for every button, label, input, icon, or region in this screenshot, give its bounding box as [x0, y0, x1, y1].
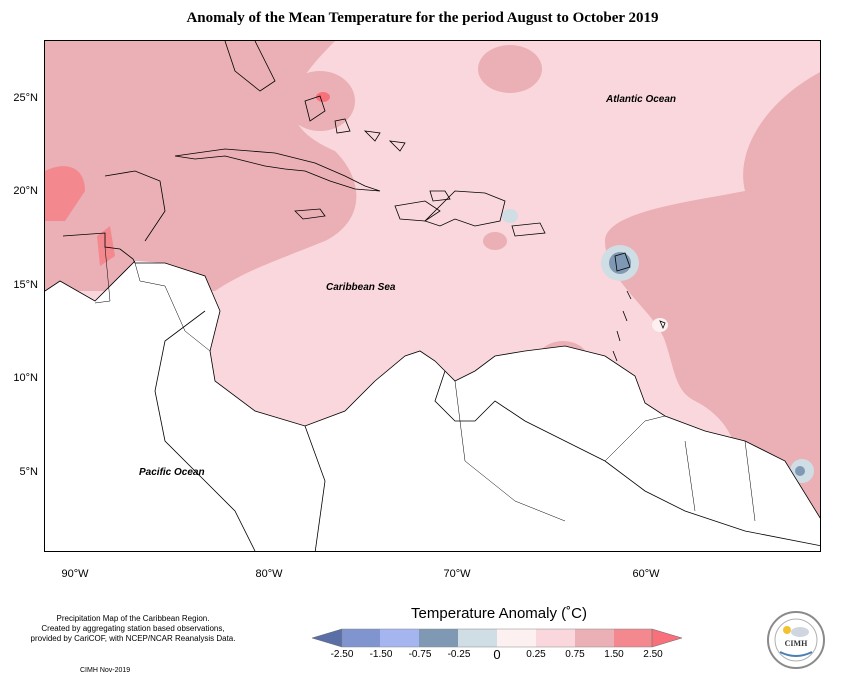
legend-swatch-2 [342, 629, 380, 647]
lon-label-60w: 60°W [632, 568, 660, 580]
anomaly-map [45, 41, 820, 551]
legend-title: Temperature Anomaly (˚C) [411, 605, 587, 622]
legend-swatch-4 [419, 629, 458, 647]
ocean-label-caribbean: Caribbean Sea [326, 282, 396, 293]
anomaly-coolspot-guiana [795, 466, 805, 476]
legend-swatch-1 [312, 628, 343, 648]
legend-swatch-7 [536, 629, 575, 647]
land-and-pacific [45, 261, 820, 551]
anomaly-coolspot-guadeloupe [609, 252, 631, 274]
logo-text: CIMH [785, 639, 808, 648]
credits-line-2: Created by aggregating station based obs… [41, 624, 225, 633]
credits-line-3: provided by CariCOF, with NCEP/NCAR Rean… [30, 634, 236, 643]
lat-label-25n: 25°N [13, 92, 38, 104]
legend-label: -2.50 [330, 649, 354, 660]
anomaly-zone-east [605, 72, 820, 531]
logo-sun-icon [783, 626, 791, 634]
map-title: Anomaly of the Mean Temperature for the … [186, 10, 659, 26]
legend-swatch-9 [614, 629, 652, 647]
lat-label-20n: 20°N [13, 185, 38, 197]
logo-wave-icon [779, 651, 813, 657]
credits-date: CIMH Nov-2019 [80, 667, 131, 674]
anomaly-hotspot-yucatan [45, 166, 85, 221]
anomaly-zone-northwest [45, 41, 357, 291]
anomaly-coolspot-pr [502, 209, 518, 223]
credits-line-1: Precipitation Map of the Caribbean Regio… [56, 614, 210, 623]
ocean-label-atlantic: Atlantic Ocean [606, 94, 677, 105]
legend-swatch-5 [458, 629, 497, 647]
anomaly-hotspot-bahamas [316, 92, 330, 102]
legend-label: -0.25 [447, 649, 471, 660]
anomaly-patch-pr [483, 232, 507, 250]
lon-label-80w: 80°W [255, 568, 283, 580]
lat-label-5n: 5°N [19, 466, 38, 478]
legend-label: 0 [493, 647, 501, 662]
logo-icon: CIMH [767, 611, 825, 669]
legend-swatch-8 [575, 629, 614, 647]
anomaly-patch-north [478, 45, 542, 93]
legend-label: 0.25 [526, 649, 546, 660]
legend-label: 2.50 [643, 649, 663, 660]
credits-block: Precipitation Map of the Caribbean Regio… [8, 614, 258, 644]
legend-colorbar [312, 628, 682, 648]
lon-label-70w: 70°W [443, 568, 471, 580]
legend-swatch-6 [497, 629, 536, 647]
anomaly-hotspot-belize [97, 226, 115, 266]
lat-label-10n: 10°N [13, 372, 38, 384]
legend-label: 1.50 [604, 649, 624, 660]
country-borders [94, 246, 756, 522]
lat-label-15n: 15°N [13, 279, 38, 291]
map-area[interactable] [44, 40, 821, 552]
legend-outline [341, 628, 653, 648]
legend-labels: -2.50 -1.50 -0.75 -0.25 0 0.25 0.75 1.50… [0, 647, 845, 665]
legend-label: 0.75 [565, 649, 585, 660]
legend-swatch-10 [651, 628, 682, 648]
ocean-label-pacific: Pacific Ocean [139, 467, 205, 478]
lon-label-90w: 90°W [61, 568, 89, 580]
legend-label: -1.50 [369, 649, 393, 660]
legend-swatch-3 [380, 629, 419, 647]
cimh-logo: CIMH [766, 610, 826, 670]
anomaly-neutral-barbados [652, 318, 668, 332]
logo-cloud-icon [791, 627, 809, 637]
legend-label: -0.75 [408, 649, 432, 660]
